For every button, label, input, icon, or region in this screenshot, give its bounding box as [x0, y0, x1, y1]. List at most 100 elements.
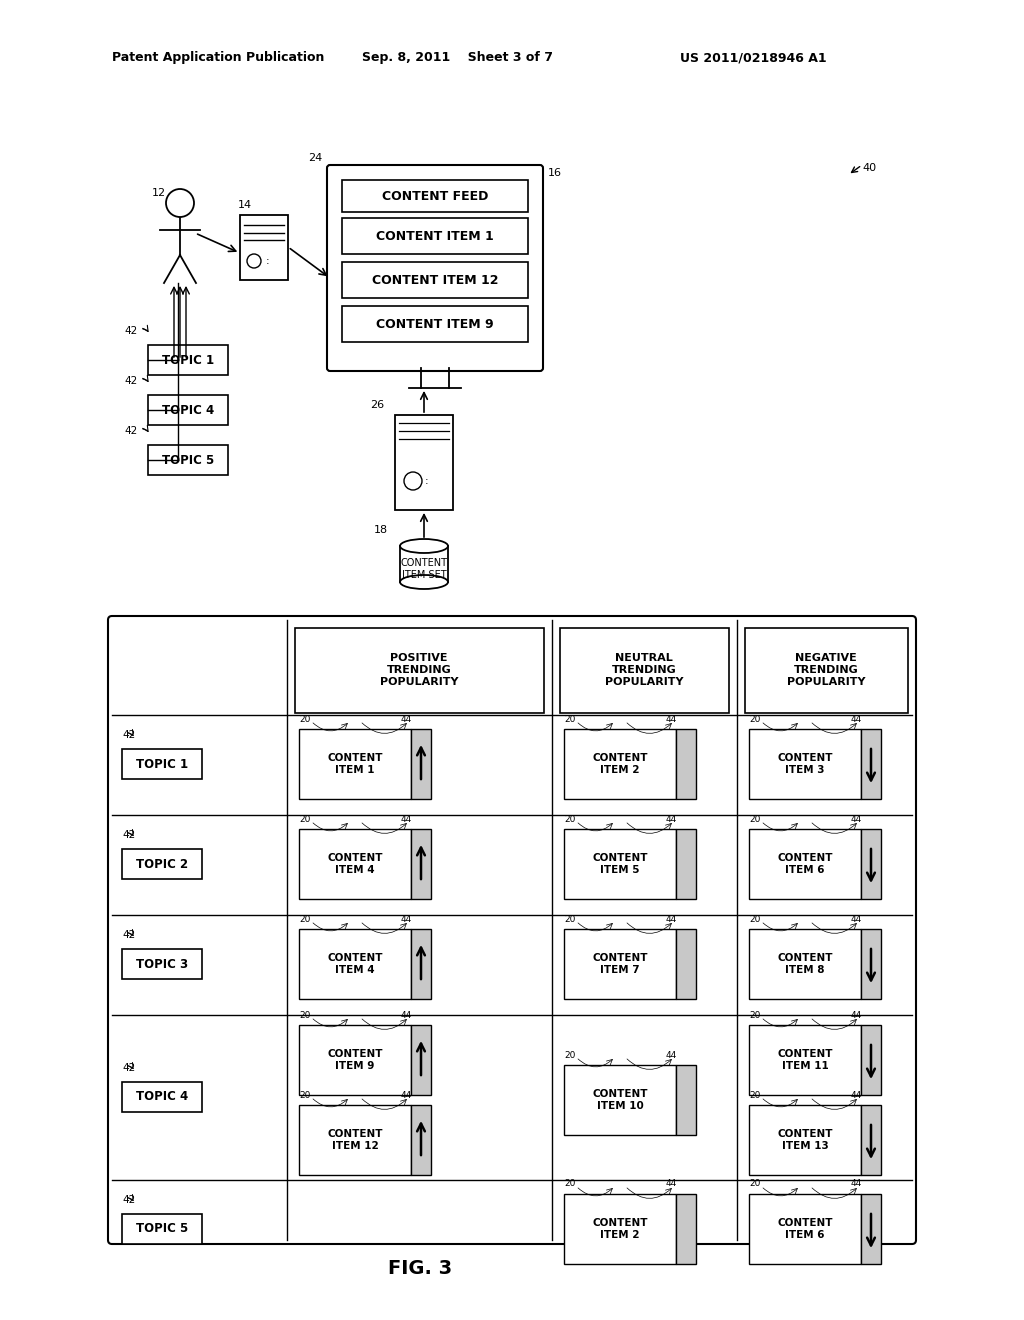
Text: 20: 20 [299, 915, 310, 924]
Text: 20: 20 [749, 714, 761, 723]
Text: 18: 18 [374, 525, 388, 535]
Text: CONTENT ITEM 1: CONTENT ITEM 1 [376, 230, 494, 243]
Text: CONTENT
ITEM 7: CONTENT ITEM 7 [592, 953, 648, 974]
Bar [749, 1026, 861, 1096]
FancyBboxPatch shape [108, 616, 916, 1243]
Text: 20: 20 [749, 814, 761, 824]
Text: 44: 44 [851, 714, 862, 723]
Text: 44: 44 [666, 1051, 677, 1060]
Bar [411, 829, 431, 899]
Bar [122, 1214, 202, 1243]
Text: Patent Application Publication: Patent Application Publication [112, 51, 325, 65]
Text: CONTENT
ITEM 4: CONTENT ITEM 4 [328, 953, 383, 974]
Bar [749, 829, 861, 899]
Bar [148, 345, 228, 375]
Bar [861, 829, 881, 899]
Bar [861, 1026, 881, 1096]
Text: 20: 20 [749, 915, 761, 924]
Bar [749, 1195, 861, 1265]
Text: NEGATIVE
TRENDING
POPULARITY: NEGATIVE TRENDING POPULARITY [786, 653, 865, 686]
Text: 42: 42 [122, 1063, 135, 1073]
Bar [299, 829, 411, 899]
Bar [676, 1195, 696, 1265]
Circle shape [404, 473, 422, 490]
Text: TOPIC 1: TOPIC 1 [136, 758, 188, 771]
Text: 44: 44 [851, 1011, 862, 1019]
Text: CONTENT
ITEM 12: CONTENT ITEM 12 [328, 1129, 383, 1151]
Text: 26: 26 [370, 400, 384, 411]
Bar [342, 306, 528, 342]
Text: TOPIC 4: TOPIC 4 [162, 404, 214, 417]
Bar [564, 829, 676, 899]
Text: 24: 24 [308, 153, 322, 162]
Text: 44: 44 [401, 1011, 413, 1019]
Bar [861, 1195, 881, 1265]
Text: :: : [266, 256, 269, 267]
Text: 44: 44 [851, 1180, 862, 1188]
Text: 44: 44 [666, 1180, 677, 1188]
Circle shape [247, 253, 261, 268]
Text: 14: 14 [238, 201, 252, 210]
Text: CONTENT
ITEM 13: CONTENT ITEM 13 [777, 1129, 833, 1151]
Text: 12: 12 [152, 187, 166, 198]
Bar [676, 929, 696, 999]
Text: 42: 42 [122, 830, 135, 840]
Bar [564, 1195, 676, 1265]
Bar [564, 929, 676, 999]
Text: 20: 20 [564, 915, 575, 924]
Text: 20: 20 [564, 714, 575, 723]
Text: CONTENT ITEM 12: CONTENT ITEM 12 [372, 273, 499, 286]
Text: CONTENT
ITEM 8: CONTENT ITEM 8 [777, 953, 833, 974]
Circle shape [166, 189, 194, 216]
Text: CONTENT
ITEM 4: CONTENT ITEM 4 [328, 853, 383, 875]
Text: 44: 44 [401, 814, 413, 824]
Text: 20: 20 [564, 814, 575, 824]
Text: 42: 42 [122, 931, 135, 940]
Bar [745, 628, 908, 713]
Text: 44: 44 [851, 814, 862, 824]
Bar [299, 1105, 411, 1175]
Bar [395, 414, 453, 510]
Bar [676, 1065, 696, 1135]
Bar [411, 729, 431, 799]
Bar [342, 218, 528, 253]
Text: CONTENT
ITEM SET: CONTENT ITEM SET [400, 558, 447, 579]
Text: 42: 42 [125, 326, 138, 337]
Text: POSITIVE
TRENDING
POPULARITY: POSITIVE TRENDING POPULARITY [380, 653, 459, 686]
Bar [122, 849, 202, 879]
Text: TOPIC 5: TOPIC 5 [162, 454, 214, 466]
Text: 44: 44 [851, 1090, 862, 1100]
Text: 42: 42 [122, 730, 135, 741]
Text: CONTENT
ITEM 10: CONTENT ITEM 10 [592, 1089, 648, 1111]
Bar [299, 729, 411, 799]
Text: :: : [425, 477, 429, 486]
Text: 20: 20 [299, 814, 310, 824]
Text: 44: 44 [401, 1090, 413, 1100]
Bar [676, 729, 696, 799]
Text: TOPIC 4: TOPIC 4 [136, 1090, 188, 1104]
Text: 20: 20 [564, 1180, 575, 1188]
Text: 44: 44 [401, 915, 413, 924]
Text: TOPIC 3: TOPIC 3 [136, 957, 188, 970]
Text: CONTENT
ITEM 2: CONTENT ITEM 2 [592, 754, 648, 775]
Text: CONTENT
ITEM 6: CONTENT ITEM 6 [777, 853, 833, 875]
Bar [861, 929, 881, 999]
Bar [564, 1065, 676, 1135]
Text: CONTENT
ITEM 3: CONTENT ITEM 3 [777, 754, 833, 775]
Text: TOPIC 1: TOPIC 1 [162, 354, 214, 367]
Bar [122, 748, 202, 779]
Text: 20: 20 [749, 1090, 761, 1100]
Text: 20: 20 [299, 1011, 310, 1019]
Bar [122, 949, 202, 979]
Text: US 2011/0218946 A1: US 2011/0218946 A1 [680, 51, 826, 65]
Bar [411, 1026, 431, 1096]
Bar [861, 729, 881, 799]
Text: CONTENT
ITEM 11: CONTENT ITEM 11 [777, 1049, 833, 1071]
Text: Sep. 8, 2011    Sheet 3 of 7: Sep. 8, 2011 Sheet 3 of 7 [362, 51, 553, 65]
Text: 44: 44 [666, 814, 677, 824]
Text: CONTENT FEED: CONTENT FEED [382, 190, 488, 202]
Bar [749, 929, 861, 999]
Text: TOPIC 5: TOPIC 5 [136, 1222, 188, 1236]
Text: 42: 42 [125, 376, 138, 385]
Ellipse shape [400, 576, 449, 589]
